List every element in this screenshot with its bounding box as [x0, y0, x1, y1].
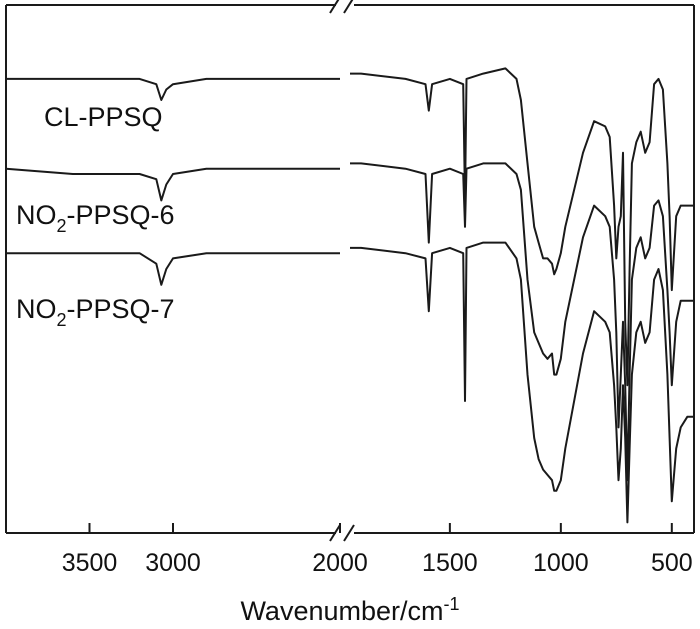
x-tick-label-3000: 3000 [145, 549, 201, 577]
series-2-line-low-wavenumber [350, 162, 694, 482]
break-slash-top-2 [343, 0, 354, 14]
series-label-3-base: NO [16, 294, 57, 324]
series-label-2-subscript: 2 [57, 216, 67, 236]
series-1-line-high-wavenumber [6, 77, 340, 101]
x-tick-label-500: 500 [651, 549, 693, 577]
break-slash-top-1 [329, 0, 340, 14]
series-label-3-subscript: 2 [57, 310, 67, 330]
series-label-2-base: NO [16, 200, 57, 230]
series-2-line-high-wavenumber [5, 167, 340, 202]
x-tick-label-1500: 1500 [422, 549, 478, 577]
series-2 [5, 162, 694, 482]
axis-break-marks [329, 0, 355, 542]
plot-frame [5, 4, 695, 534]
x-tick-label-1000: 1000 [533, 549, 589, 577]
x-axis-title-superscript: -1 [444, 594, 460, 614]
break-slash-bottom-2 [343, 524, 355, 542]
series-label-1: CL-PPSQ [44, 102, 163, 132]
series-label-3: NO2-PPSQ-7 [16, 294, 175, 330]
x-axis-ticks: 3500 3000 2000 1500 1000 500 [62, 523, 693, 577]
series-3 [6, 241, 694, 524]
break-slash-bottom-1 [329, 524, 341, 542]
series-3-line-low-wavenumber [350, 241, 694, 524]
x-tick-label-2000: 2000 [312, 549, 368, 577]
series-label-3-rest: -PPSQ-7 [67, 294, 175, 324]
series-1-line-low-wavenumber [350, 67, 694, 387]
x-axis-title: Wavenumber/cm-1 [240, 594, 459, 626]
series-group [5, 67, 694, 524]
series-3-line-high-wavenumber [6, 252, 340, 286]
x-tick-label-3500: 3500 [62, 549, 118, 577]
series-label-2-rest: -PPSQ-6 [67, 200, 175, 230]
series-label-1-text: CL-PPSQ [44, 102, 163, 132]
series-label-2: NO2-PPSQ-6 [16, 200, 175, 236]
x-axis-title-text: Wavenumber/cm [240, 596, 443, 626]
series-1 [6, 67, 694, 387]
